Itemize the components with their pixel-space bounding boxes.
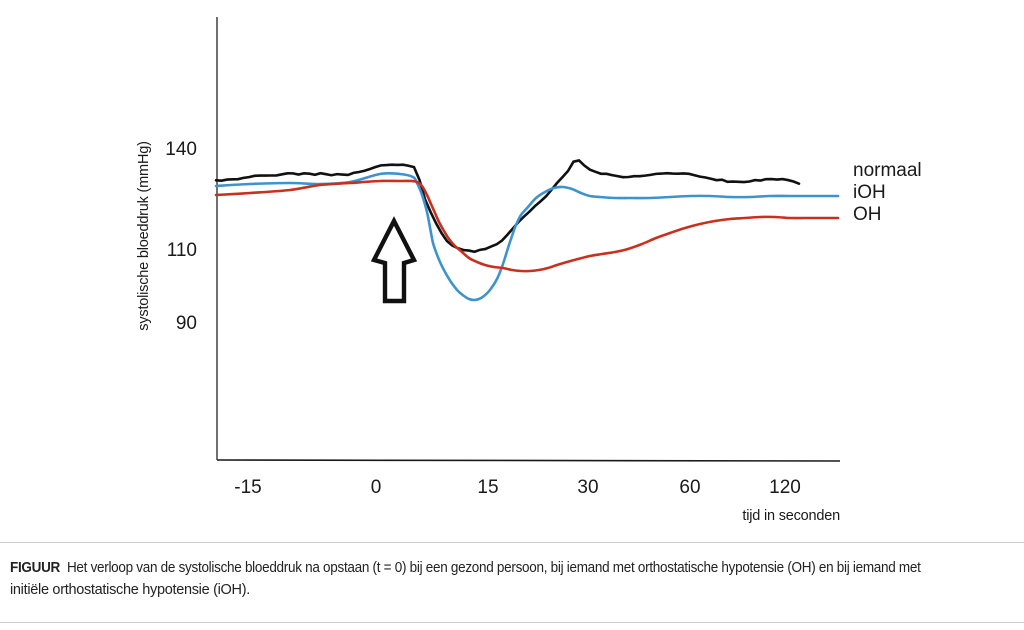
svg-text:15: 15 bbox=[477, 477, 498, 498]
svg-text:30: 30 bbox=[577, 477, 598, 498]
svg-text:tijd in seconden: tijd in seconden bbox=[742, 508, 840, 524]
svg-text:60: 60 bbox=[679, 477, 700, 498]
svg-text:normaal: normaal bbox=[853, 160, 922, 181]
svg-text:systolische bloeddruk (mmHg): systolische bloeddruk (mmHg) bbox=[136, 141, 152, 330]
svg-text:110: 110 bbox=[167, 240, 197, 261]
svg-text:90: 90 bbox=[176, 313, 197, 334]
svg-text:OH: OH bbox=[853, 204, 882, 225]
svg-text:120: 120 bbox=[769, 477, 801, 498]
svg-text:iOH: iOH bbox=[853, 182, 886, 203]
svg-text:140: 140 bbox=[165, 139, 197, 160]
svg-text:0: 0 bbox=[371, 477, 382, 498]
svg-text:-15: -15 bbox=[234, 477, 261, 498]
